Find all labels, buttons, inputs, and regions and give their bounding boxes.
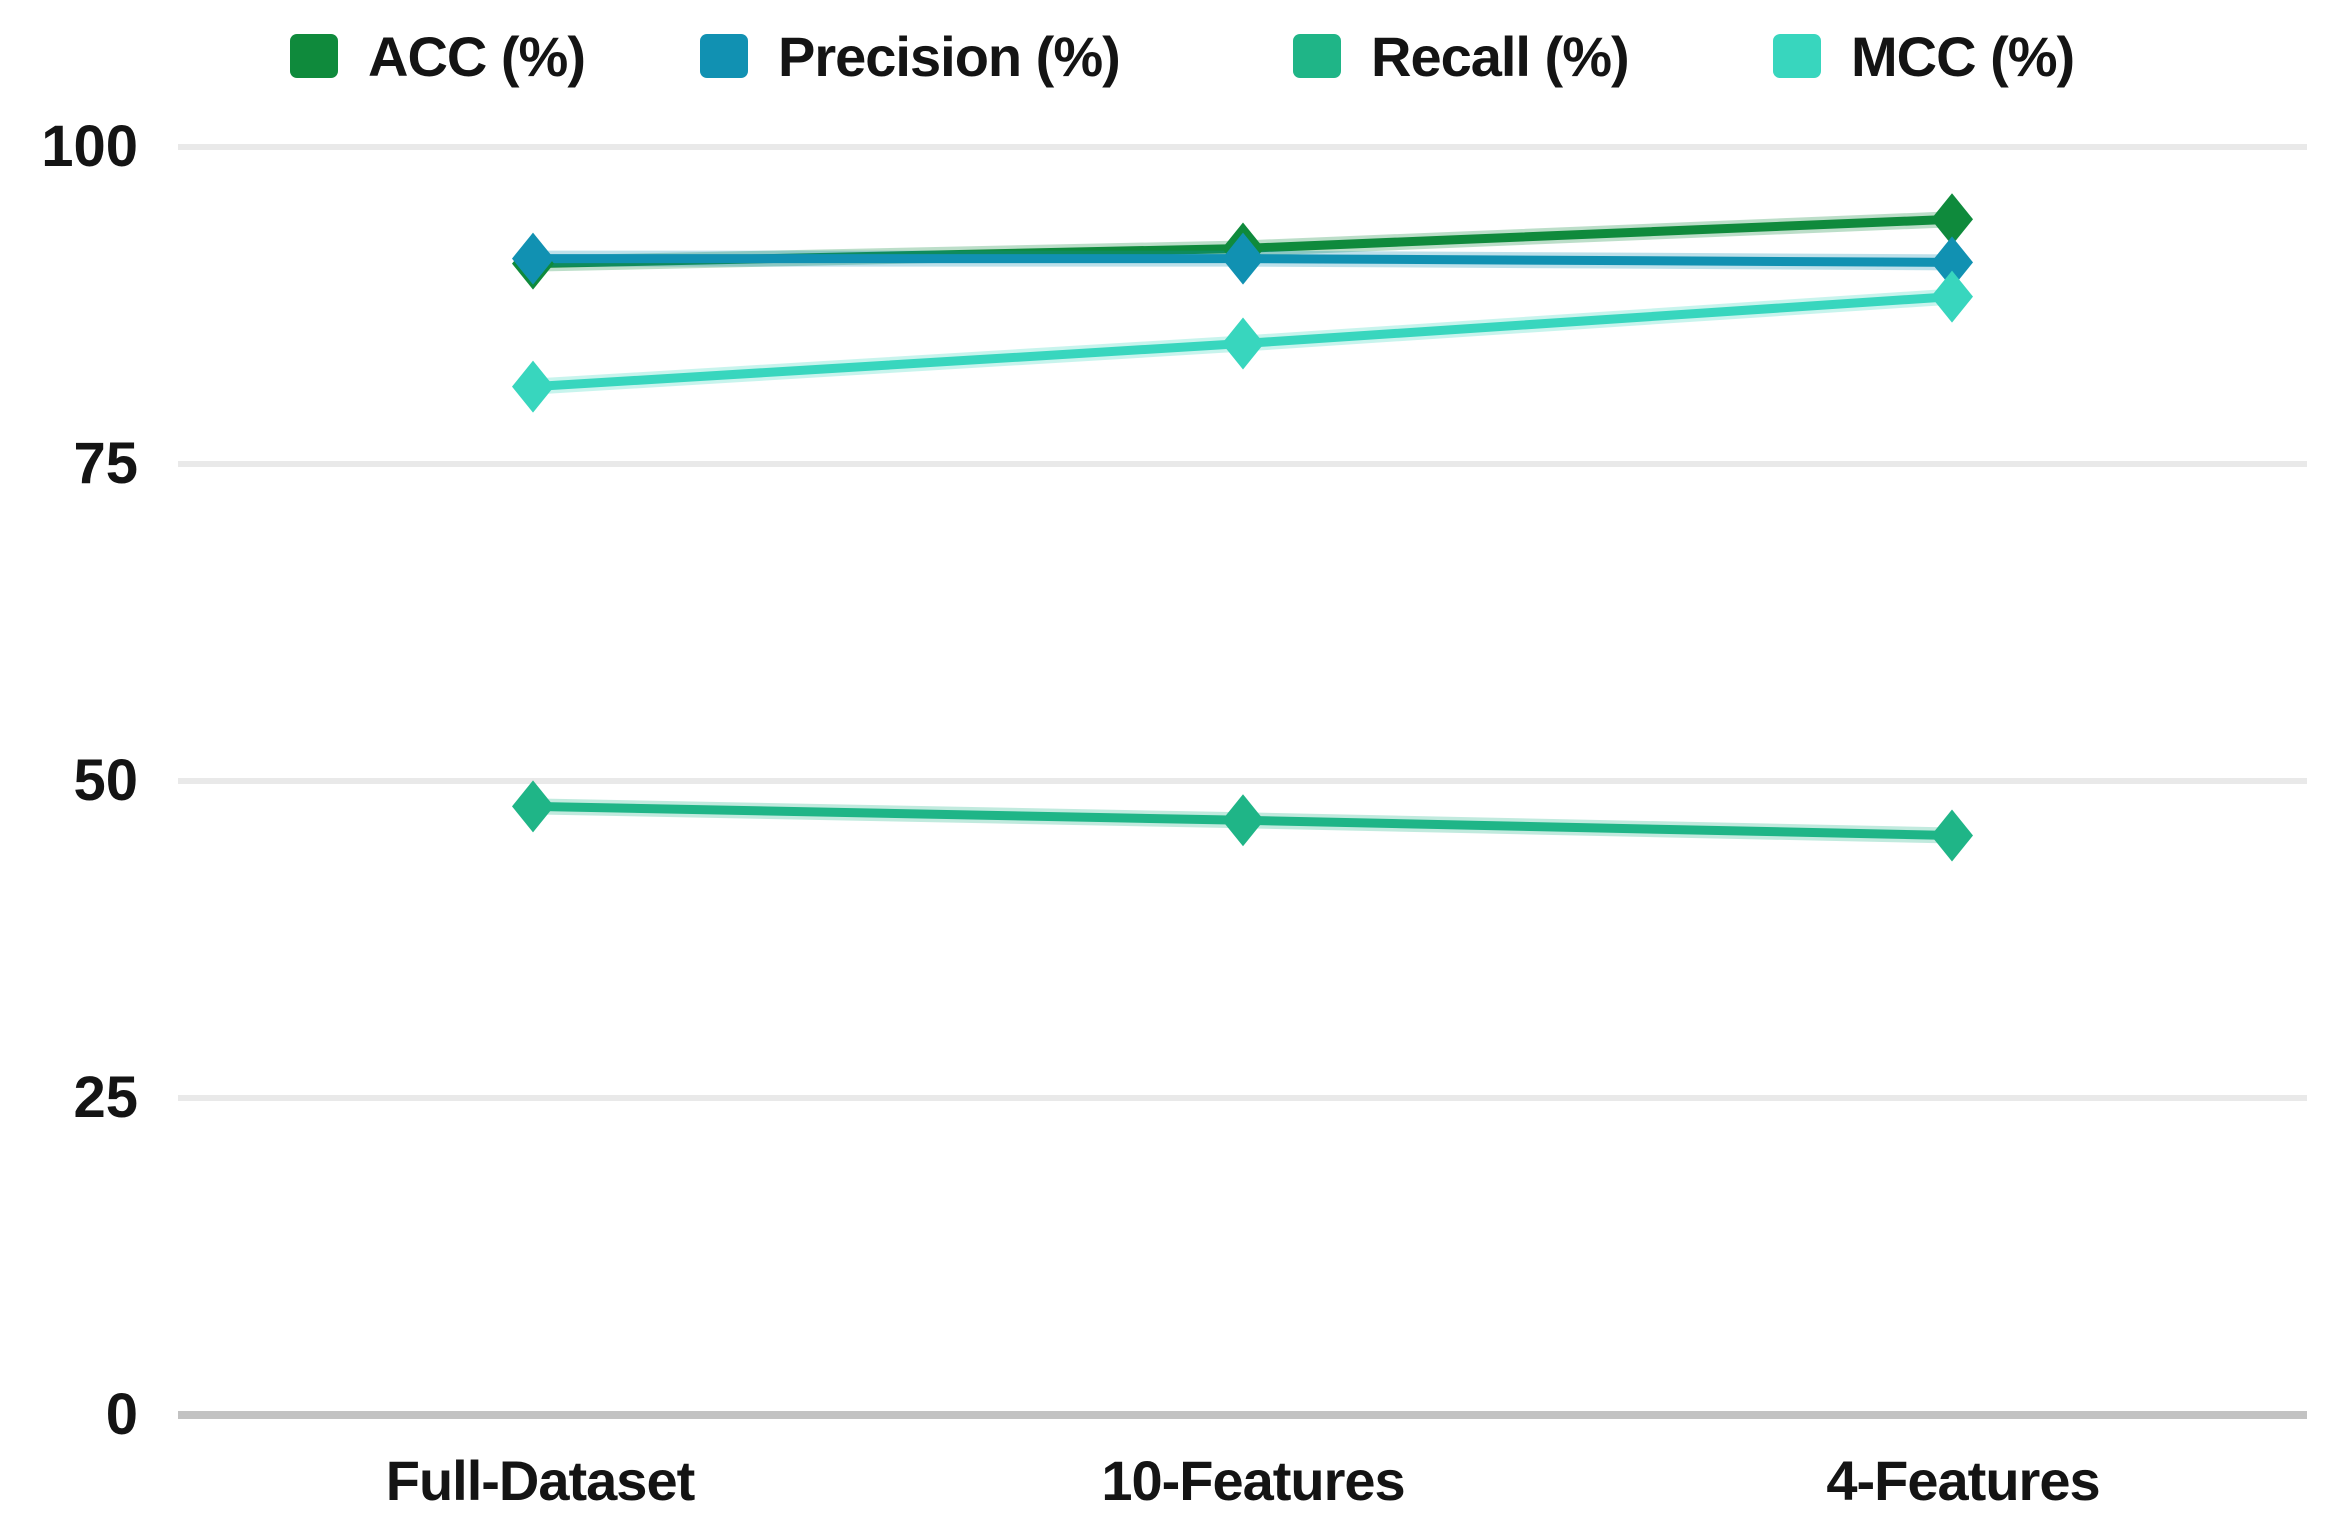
y-tick-0: 0 xyxy=(105,1382,138,1447)
x-tick-full-dataset: Full-Dataset xyxy=(385,1449,695,1512)
legend-swatch-recall-icon xyxy=(1293,34,1341,78)
legend-label-precision: Precision (%) xyxy=(778,24,1121,88)
y-tick-25: 25 xyxy=(73,1065,138,1130)
legend-swatch-mcc-icon xyxy=(1773,34,1821,78)
x-tick-10-features: 10-Features xyxy=(1101,1449,1405,1512)
legend-label-acc: ACC (%) xyxy=(368,24,586,88)
legend-label-recall: Recall (%) xyxy=(1371,24,1630,88)
legend-item-recall: Recall (%) xyxy=(1293,14,1630,98)
y-tick-50: 50 xyxy=(73,748,138,813)
y-tick-75: 75 xyxy=(73,431,138,496)
legend-item-acc: ACC (%) xyxy=(290,14,586,98)
y-tick-100: 100 xyxy=(41,114,138,179)
legend-item-mcc: MCC (%) xyxy=(1773,14,2075,98)
chart-legend: ACC (%) Precision (%) Recall (%) MCC (%) xyxy=(0,14,2350,98)
legend-swatch-acc-icon xyxy=(290,34,338,78)
legend-swatch-precision-icon xyxy=(700,34,748,78)
legend-item-precision: Precision (%) xyxy=(700,14,1121,98)
x-tick-4-features: 4-Features xyxy=(1826,1449,2100,1512)
legend-label-mcc: MCC (%) xyxy=(1851,24,2075,88)
